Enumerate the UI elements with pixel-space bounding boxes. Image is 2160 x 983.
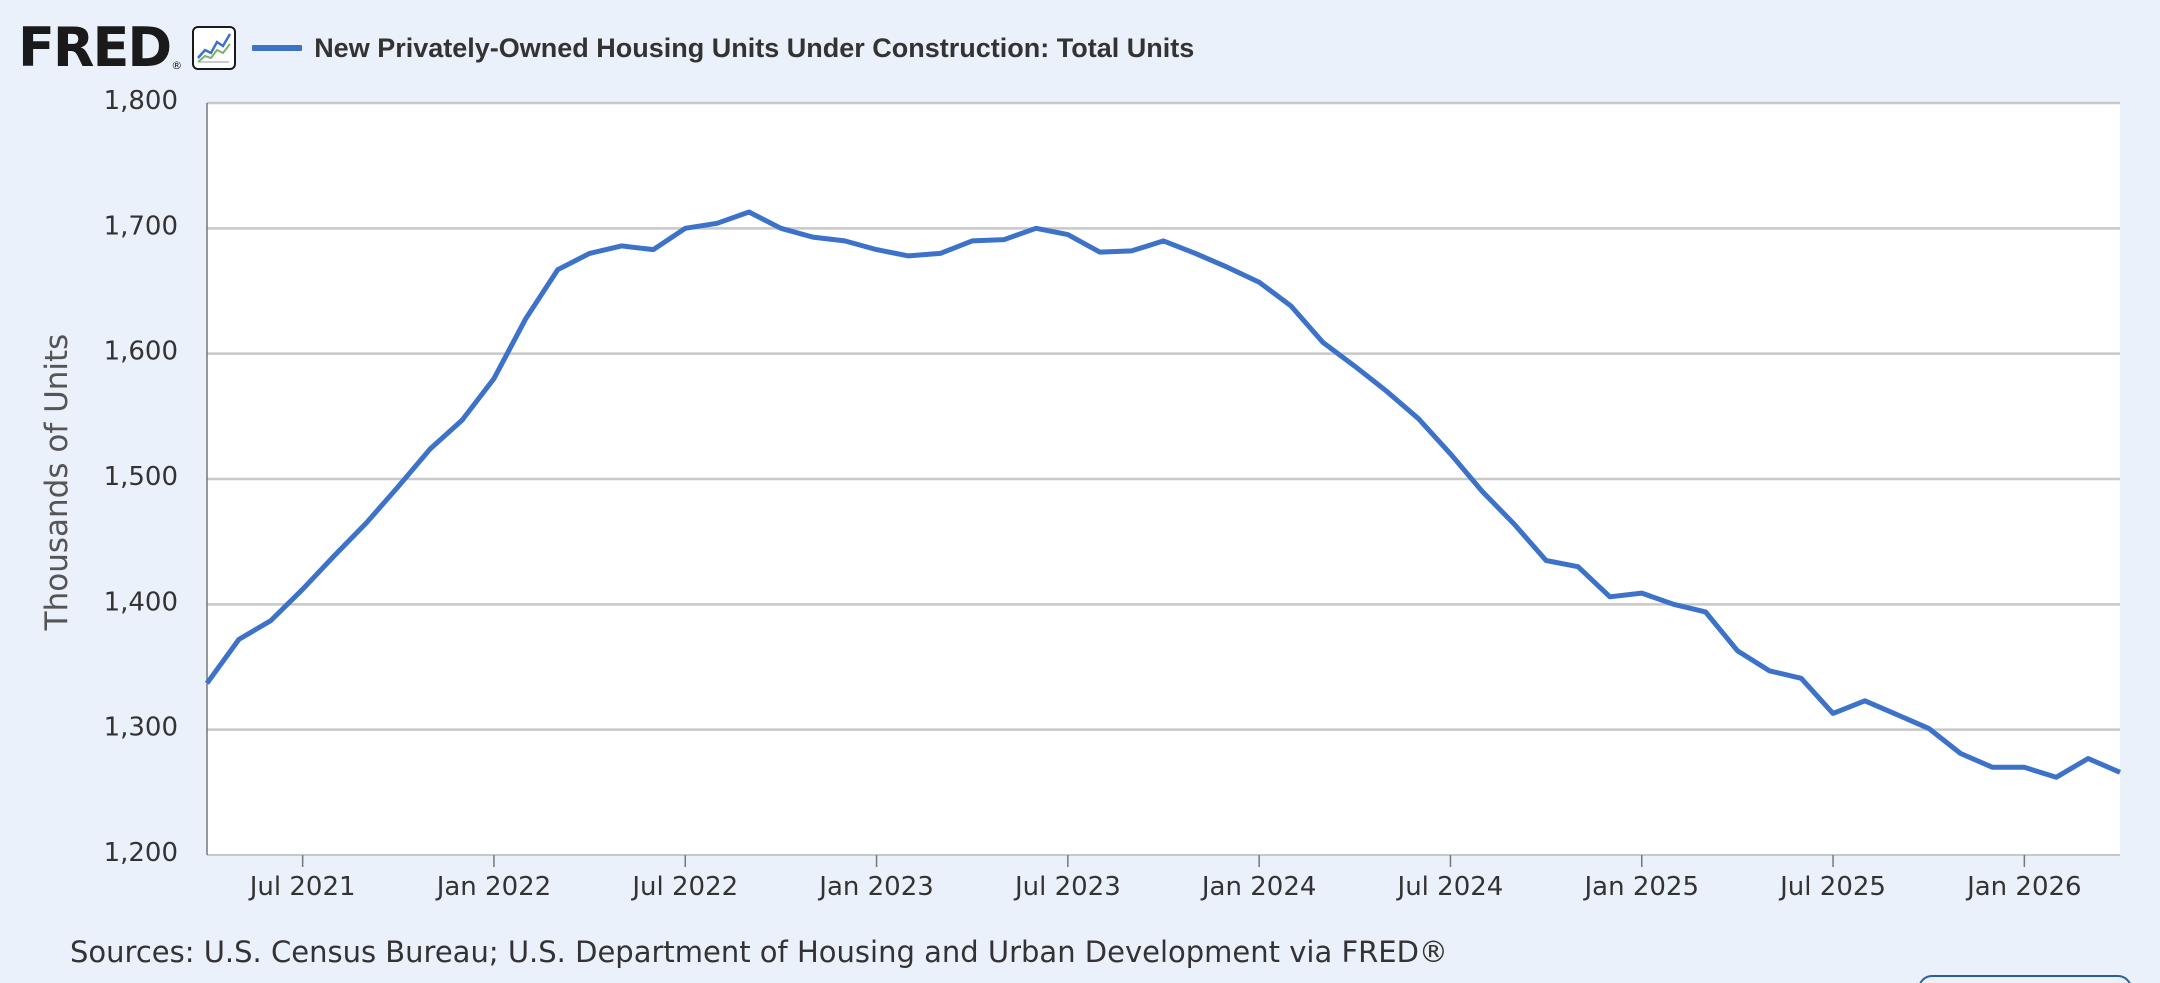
data-point[interactable] bbox=[201, 677, 213, 689]
data-point[interactable] bbox=[711, 217, 723, 229]
legend-swatch bbox=[252, 45, 303, 51]
data-point[interactable] bbox=[392, 481, 404, 493]
y-tick-label: 1,400 bbox=[104, 587, 178, 617]
registered-mark: ® bbox=[171, 59, 183, 72]
data-point[interactable] bbox=[934, 247, 946, 259]
y-axis-label: Thousands of Units bbox=[39, 334, 75, 632]
data-point[interactable] bbox=[1508, 518, 1520, 530]
data-point[interactable] bbox=[871, 244, 883, 256]
x-tick-label: Jul 2023 bbox=[1013, 872, 1121, 902]
data-point[interactable] bbox=[1636, 587, 1648, 599]
x-tick-label: Jul 2024 bbox=[1396, 872, 1504, 902]
data-point[interactable] bbox=[1955, 748, 1967, 760]
data-point[interactable] bbox=[1923, 722, 1935, 734]
data-point[interactable] bbox=[647, 244, 659, 256]
data-point[interactable] bbox=[902, 250, 914, 262]
x-tick-label: Jul 2022 bbox=[630, 872, 738, 902]
data-point[interactable] bbox=[1126, 245, 1138, 257]
x-tick-label: Jan 2025 bbox=[1582, 872, 1699, 902]
chart-header: FRED ® New Privately-Owned Housing Units… bbox=[18, 20, 1194, 76]
data-point[interactable] bbox=[488, 373, 500, 385]
data-point[interactable] bbox=[1827, 707, 1839, 719]
data-point[interactable] bbox=[1413, 413, 1425, 425]
data-point[interactable] bbox=[1253, 276, 1265, 288]
data-point[interactable] bbox=[616, 240, 628, 252]
data-point[interactable] bbox=[2050, 771, 2062, 783]
data-point[interactable] bbox=[743, 206, 755, 218]
y-tick-label: 1,300 bbox=[104, 713, 178, 743]
data-point[interactable] bbox=[1158, 235, 1170, 247]
data-point[interactable] bbox=[1221, 261, 1233, 273]
data-point[interactable] bbox=[297, 583, 309, 595]
x-tick-label: Jan 2024 bbox=[1200, 872, 1317, 902]
data-point[interactable] bbox=[1030, 222, 1042, 234]
data-point[interactable] bbox=[1604, 591, 1616, 603]
data-point[interactable] bbox=[807, 231, 819, 243]
edit-graph-button[interactable] bbox=[1918, 975, 2132, 983]
y-tick-label: 1,200 bbox=[104, 838, 178, 868]
data-point[interactable] bbox=[1476, 486, 1488, 498]
data-point[interactable] bbox=[1987, 761, 1999, 773]
data-point[interactable] bbox=[1731, 645, 1743, 657]
data-point[interactable] bbox=[1572, 561, 1584, 573]
data-point[interactable] bbox=[329, 550, 341, 562]
data-point[interactable] bbox=[1700, 606, 1712, 618]
data-point[interactable] bbox=[1349, 360, 1361, 372]
line-chart-icon[interactable] bbox=[192, 26, 237, 70]
y-axis: 1,200 1,300 1,400 1,500 1,600 1,700 1,800 bbox=[104, 86, 178, 868]
data-point[interactable] bbox=[1317, 336, 1329, 348]
data-point[interactable] bbox=[424, 443, 436, 455]
legend-label[interactable]: New Privately-Owned Housing Units Under … bbox=[314, 32, 1195, 63]
fred-logo[interactable]: FRED bbox=[18, 16, 172, 79]
data-point[interactable] bbox=[2018, 761, 2030, 773]
sources-text: Sources: U.S. Census Bureau; U.S. Depart… bbox=[70, 935, 1448, 969]
x-tick-label: Jul 2021 bbox=[248, 872, 356, 902]
data-point[interactable] bbox=[775, 222, 787, 234]
gridlines bbox=[207, 101, 2120, 731]
y-tick-label: 1,600 bbox=[104, 337, 178, 367]
data-point[interactable] bbox=[966, 235, 978, 247]
data-point[interactable] bbox=[1859, 695, 1871, 707]
data-point[interactable] bbox=[2082, 753, 2094, 765]
x-tick-label: Jan 2022 bbox=[435, 872, 552, 902]
data-point[interactable] bbox=[456, 414, 468, 426]
data-point[interactable] bbox=[1094, 246, 1106, 258]
series-layer bbox=[201, 206, 2126, 783]
data-point[interactable] bbox=[1891, 709, 1903, 721]
data-point[interactable] bbox=[584, 247, 596, 259]
data-point[interactable] bbox=[1540, 555, 1552, 567]
series-line[interactable] bbox=[204, 209, 2121, 780]
data-point[interactable] bbox=[2114, 766, 2126, 778]
x-tick-label: Jan 2023 bbox=[817, 872, 934, 902]
data-point[interactable] bbox=[679, 222, 691, 234]
x-tick-label: Jul 2025 bbox=[1778, 872, 1886, 902]
data-point[interactable] bbox=[1763, 665, 1775, 677]
data-point[interactable] bbox=[552, 264, 564, 276]
data-point[interactable] bbox=[233, 633, 245, 645]
data-point[interactable] bbox=[998, 234, 1010, 246]
x-axis: Jul 2021 Jan 2022 Jul 2022 Jan 2023 Jul 2023… bbox=[207, 854, 2120, 902]
data-point[interactable] bbox=[1285, 300, 1297, 312]
data-point[interactable] bbox=[265, 615, 277, 627]
data-point[interactable] bbox=[360, 517, 372, 529]
data-point[interactable] bbox=[839, 235, 851, 247]
data-point[interactable] bbox=[1795, 672, 1807, 684]
x-tick-label: Jan 2026 bbox=[1965, 872, 2082, 902]
data-point[interactable] bbox=[1062, 229, 1074, 241]
y-tick-label: 1,800 bbox=[104, 86, 178, 116]
y-tick-label: 1,700 bbox=[104, 211, 178, 241]
data-point[interactable] bbox=[1189, 247, 1201, 259]
data-point[interactable] bbox=[1381, 385, 1393, 397]
data-point[interactable] bbox=[1668, 598, 1680, 610]
y-tick-label: 1,500 bbox=[104, 462, 178, 492]
data-point[interactable] bbox=[520, 313, 532, 325]
data-point[interactable] bbox=[1445, 448, 1457, 460]
